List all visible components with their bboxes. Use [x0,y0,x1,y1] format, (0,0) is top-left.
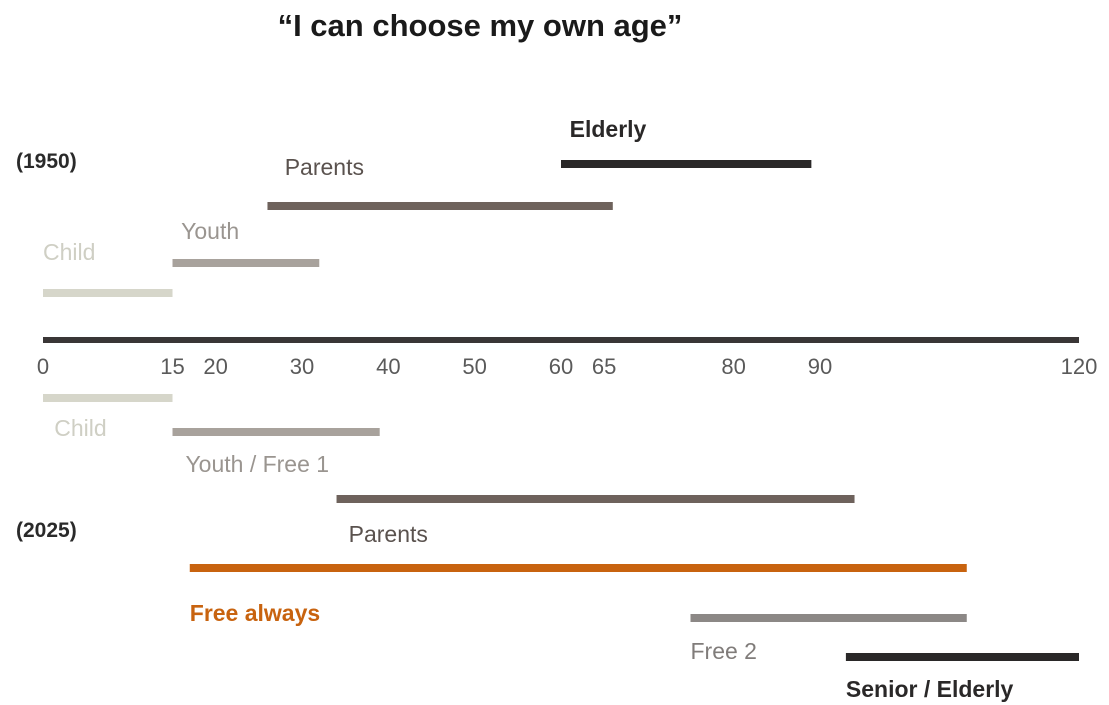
year-label-1950: (1950) [16,150,77,173]
axis-tick-label: 40 [376,354,400,379]
axis-tick-label: 30 [290,354,314,379]
segment-label-free-2: Free 2 [691,638,757,664]
axis-tick-label: 80 [721,354,745,379]
segment-label-free-always: Free always [190,600,320,626]
segment-label-senior-elderly: Senior / Elderly [846,676,1014,702]
year-label-2025: (2025) [16,519,77,542]
axis-tick-label: 90 [808,354,832,379]
axis-tick-label: 15 [160,354,184,379]
segment-label-youth: Youth [181,218,239,244]
segment-label-parents: Parents [285,154,364,180]
segment-label-parents: Parents [349,521,428,547]
axis-tick-label: 20 [203,354,227,379]
axis-tick-label: 60 [549,354,573,379]
diagram-title: “I can choose my own age” [277,8,683,43]
segment-label-elderly: Elderly [570,116,647,142]
segment-label-youth-free-1: Youth / Free 1 [185,451,329,477]
axis-tick-label: 65 [592,354,616,379]
axis-tick-label: 0 [37,354,49,379]
axis-tick-label: 50 [462,354,486,379]
segment-label-child: Child [54,415,106,441]
axis-tick-label: 120 [1061,354,1098,379]
segment-label-child: Child [43,239,95,265]
